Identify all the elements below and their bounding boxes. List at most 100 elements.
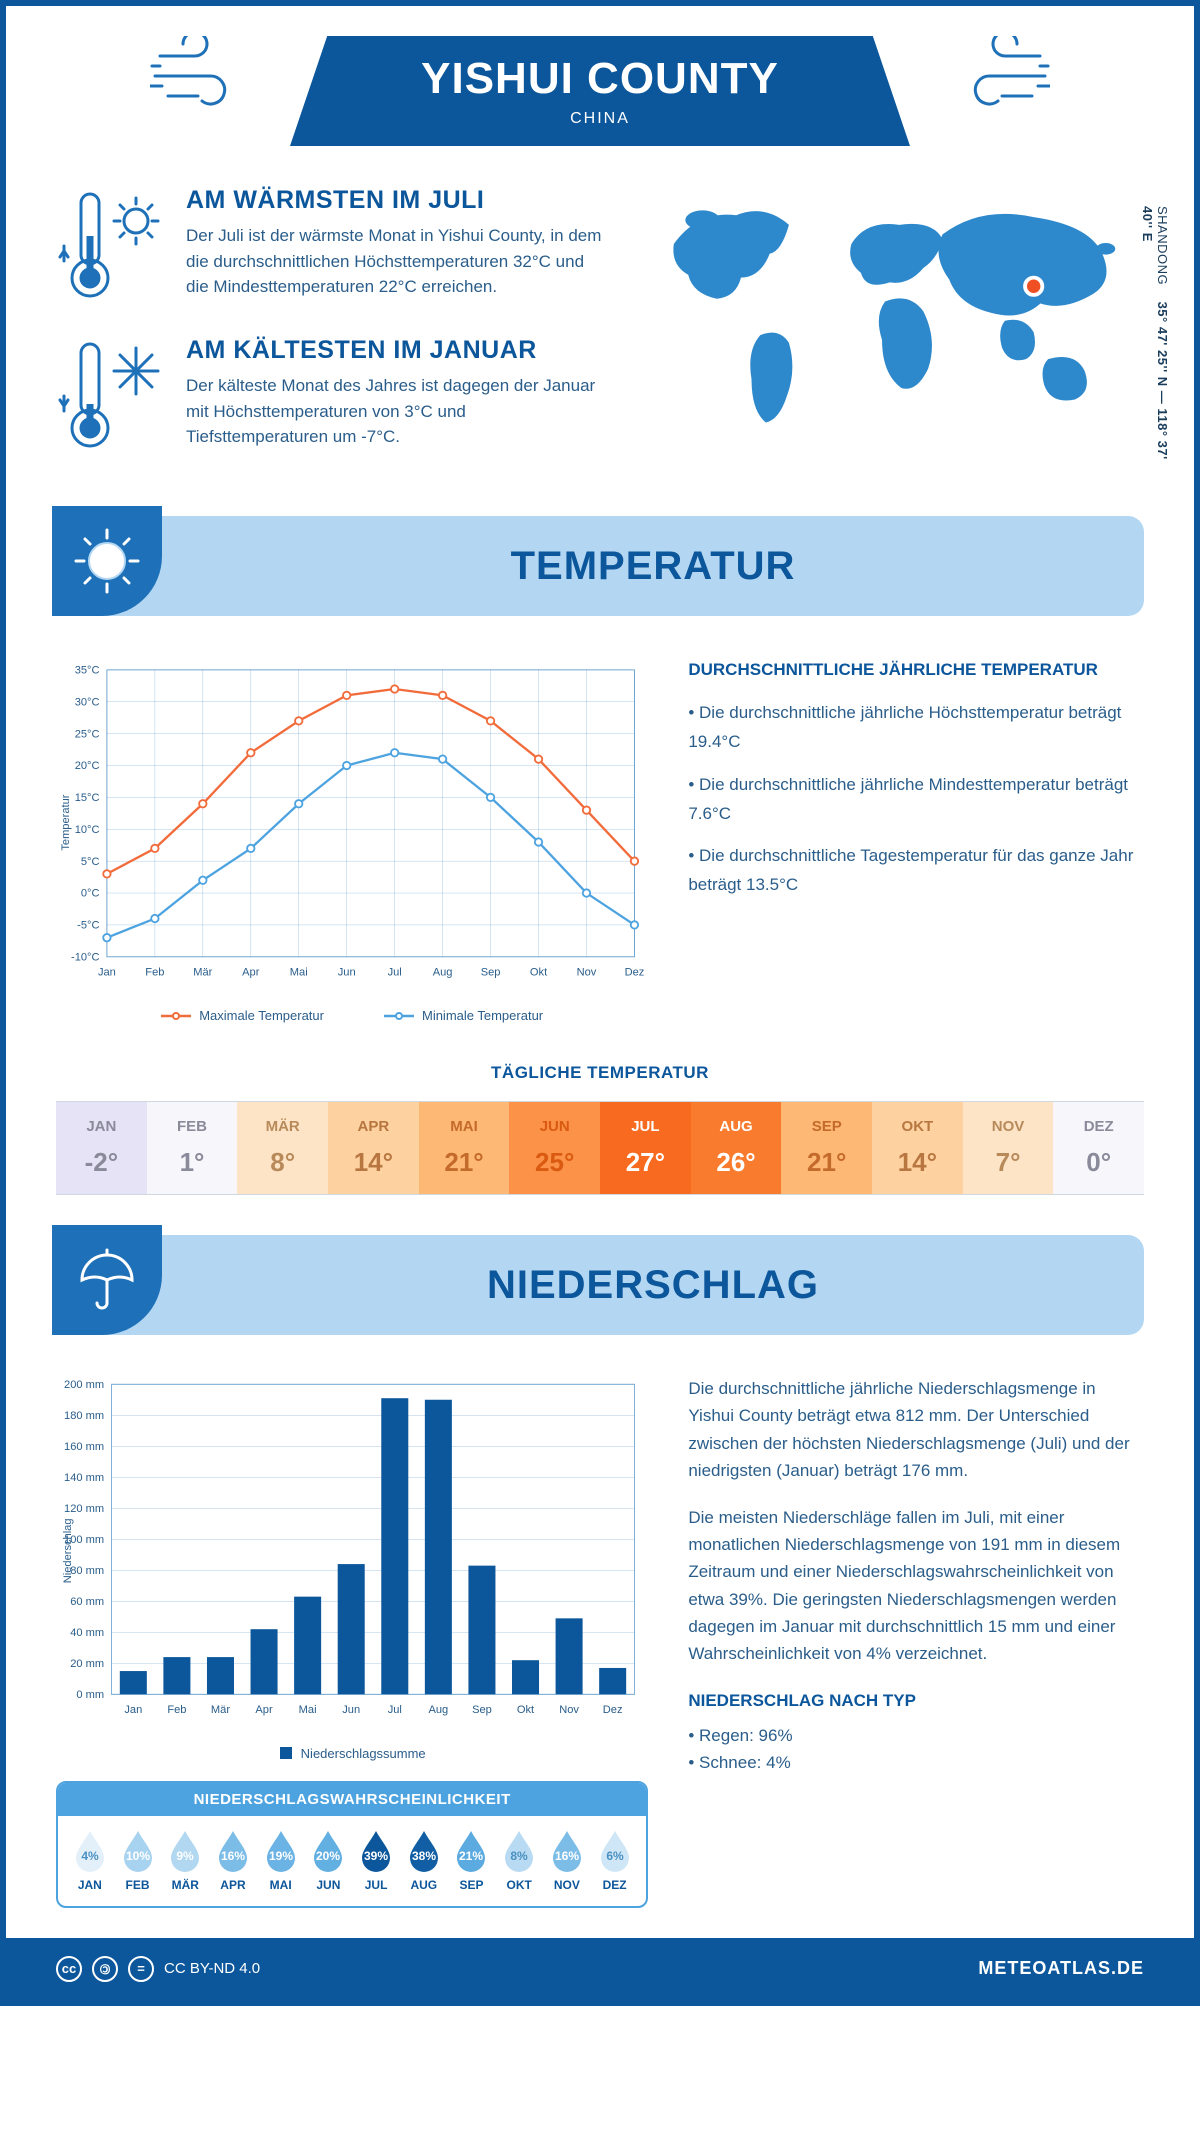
temp-cell: APR14° — [328, 1102, 419, 1194]
temp-cell: NOV7° — [963, 1102, 1054, 1194]
svg-text:15°C: 15°C — [75, 792, 100, 804]
svg-text:Jan: Jan — [124, 1704, 142, 1716]
svg-text:Dez: Dez — [603, 1704, 623, 1716]
svg-text:5°C: 5°C — [81, 856, 100, 868]
temp-cell: MÄR8° — [237, 1102, 328, 1194]
svg-text:160 mm: 160 mm — [64, 1441, 104, 1453]
prob-cell: 19% MAI — [257, 1828, 305, 1892]
svg-text:Feb: Feb — [167, 1704, 186, 1716]
warmest-text: Der Juli ist der wärmste Monat in Yishui… — [186, 223, 605, 300]
wind-icon — [150, 36, 260, 116]
country-label: CHINA — [390, 110, 810, 128]
svg-text:39%: 39% — [364, 1849, 388, 1863]
svg-text:Nov: Nov — [559, 1704, 579, 1716]
svg-text:Jan: Jan — [98, 966, 116, 978]
svg-text:Nov: Nov — [577, 966, 597, 978]
header: YISHUI COUNTY CHINA — [6, 6, 1194, 146]
by-icon: 🄯 — [92, 1956, 118, 1982]
prob-cell: 4% JAN — [66, 1828, 114, 1892]
nd-icon: = — [128, 1956, 154, 1982]
section-header-precipitation: NIEDERSCHLAG — [56, 1235, 1144, 1335]
section-title: TEMPERATUR — [162, 544, 1144, 589]
svg-text:10%: 10% — [126, 1849, 150, 1863]
chart-legend: Maximale Temperatur Minimale Temperatur — [56, 1008, 648, 1023]
title-ribbon: YISHUI COUNTY CHINA — [290, 36, 910, 146]
prob-cell: 16% NOV — [543, 1828, 591, 1892]
daily-temperature-table: TÄGLICHE TEMPERATUR JAN-2°FEB1°MÄR8°APR1… — [6, 1053, 1194, 1225]
coldest-summary: AM KÄLTESTEN IM JANUAR Der kälteste Mona… — [56, 336, 605, 456]
coldest-text: Der kälteste Monat des Jahres ist dagege… — [186, 373, 605, 450]
svg-text:Okt: Okt — [517, 1704, 534, 1716]
svg-text:Aug: Aug — [428, 1704, 448, 1716]
thermometer-hot-icon — [56, 186, 166, 306]
svg-text:9%: 9% — [177, 1849, 195, 1863]
svg-text:35°C: 35°C — [75, 665, 100, 677]
svg-text:Jun: Jun — [342, 1704, 360, 1716]
temp-cell: FEB1° — [147, 1102, 238, 1194]
svg-text:Sep: Sep — [472, 1704, 492, 1716]
prob-cell: 9% MÄR — [161, 1828, 209, 1892]
coldest-heading: AM KÄLTESTEN IM JANUAR — [186, 336, 605, 365]
temp-cell: MAI21° — [419, 1102, 510, 1194]
svg-text:20%: 20% — [316, 1849, 340, 1863]
world-map — [645, 186, 1144, 446]
warmest-heading: AM WÄRMSTEN IM JULI — [186, 186, 605, 215]
svg-text:Feb: Feb — [145, 966, 164, 978]
svg-text:Dez: Dez — [625, 966, 645, 978]
site-name: METEOATLAS.DE — [978, 1958, 1144, 1979]
temp-cell: JUN25° — [509, 1102, 600, 1194]
temp-cell: JUL27° — [600, 1102, 691, 1194]
umbrella-icon — [72, 1245, 142, 1315]
svg-text:80 mm: 80 mm — [70, 1565, 104, 1577]
svg-text:30°C: 30°C — [75, 696, 100, 708]
cc-icon: cc — [56, 1956, 82, 1982]
svg-text:Niederschlag: Niederschlag — [62, 1519, 74, 1584]
svg-text:Mai: Mai — [290, 966, 308, 978]
precipitation-info: Die durchschnittliche jährliche Niedersc… — [688, 1375, 1144, 1908]
svg-text:10°C: 10°C — [75, 824, 100, 836]
svg-text:-5°C: -5°C — [77, 920, 99, 932]
svg-text:Temperatur: Temperatur — [60, 794, 72, 850]
prob-cell: 39% JUL — [352, 1828, 400, 1892]
svg-text:Jun: Jun — [338, 966, 356, 978]
svg-text:-10°C: -10°C — [71, 951, 99, 963]
svg-text:Mär: Mär — [211, 1704, 230, 1716]
sun-icon — [72, 526, 142, 596]
svg-text:16%: 16% — [555, 1849, 579, 1863]
svg-text:40 mm: 40 mm — [70, 1627, 104, 1639]
temp-cell: JAN-2° — [56, 1102, 147, 1194]
section-title: NIEDERSCHLAG — [162, 1263, 1144, 1308]
svg-text:Jul: Jul — [388, 966, 402, 978]
svg-text:4%: 4% — [81, 1849, 99, 1863]
svg-text:Aug: Aug — [433, 966, 453, 978]
temp-cell: SEP21° — [781, 1102, 872, 1194]
svg-text:140 mm: 140 mm — [64, 1472, 104, 1484]
svg-text:25°C: 25°C — [75, 728, 100, 740]
thermometer-cold-icon — [56, 336, 166, 456]
temp-cell: AUG26° — [691, 1102, 782, 1194]
svg-text:120 mm: 120 mm — [64, 1503, 104, 1515]
svg-text:Apr: Apr — [255, 1704, 273, 1716]
svg-text:19%: 19% — [269, 1849, 293, 1863]
svg-text:21%: 21% — [459, 1849, 483, 1863]
wind-icon — [940, 36, 1050, 116]
svg-text:Sep: Sep — [481, 966, 501, 978]
prob-cell: 6% DEZ — [591, 1828, 639, 1892]
coordinates: SHANDONG 35° 47' 25'' N — 118° 37' 40'' … — [1140, 206, 1170, 486]
prob-cell: 38% AUG — [400, 1828, 448, 1892]
temperature-chart: -10°C-5°C0°C5°C10°C15°C20°C25°C30°C35°CJ… — [56, 656, 648, 1023]
precipitation-chart: 0 mm20 mm40 mm60 mm80 mm100 mm120 mm140 … — [56, 1375, 648, 1761]
svg-text:0 mm: 0 mm — [76, 1689, 104, 1701]
world-map-block: SHANDONG 35° 47' 25'' N — 118° 37' 40'' … — [645, 186, 1144, 486]
temperature-info: DURCHSCHNITTLICHE JÄHRLICHE TEMPERATUR •… — [688, 656, 1144, 1023]
prob-cell: 8% OKT — [495, 1828, 543, 1892]
temp-cell: OKT14° — [872, 1102, 963, 1194]
prob-cell: 21% SEP — [448, 1828, 496, 1892]
svg-text:0°C: 0°C — [81, 888, 100, 900]
svg-text:Jul: Jul — [388, 1704, 402, 1716]
svg-text:Mai: Mai — [299, 1704, 317, 1716]
temp-cell: DEZ0° — [1053, 1102, 1144, 1194]
svg-text:180 mm: 180 mm — [64, 1410, 104, 1422]
svg-text:16%: 16% — [221, 1849, 245, 1863]
svg-text:Apr: Apr — [242, 966, 260, 978]
